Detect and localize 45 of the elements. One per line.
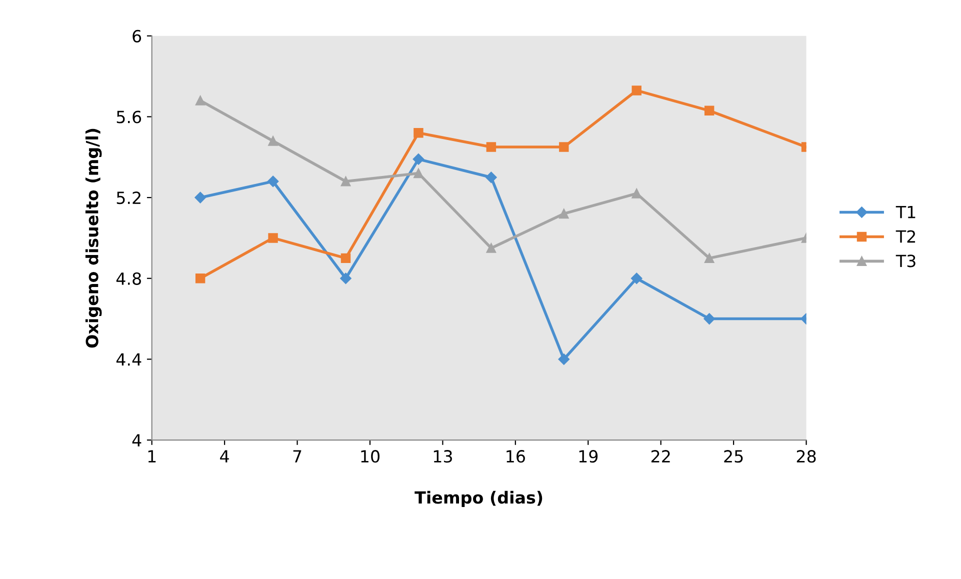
- x-tick-label: 22: [651, 450, 670, 462]
- point: [704, 313, 715, 324]
- legend-label: T1: [896, 206, 916, 218]
- y-tick-label: 5.2: [116, 192, 140, 204]
- point: [340, 253, 351, 264]
- legend-label: T2: [896, 230, 916, 243]
- point: [632, 86, 642, 96]
- y-axis-title: Oxigeno disuelto (mg/l): [85, 128, 102, 348]
- x-tick-label: 7: [293, 450, 302, 462]
- x-tick-label: 28: [796, 450, 816, 463]
- point: [559, 208, 569, 219]
- point: [486, 243, 496, 253]
- point: [340, 176, 351, 186]
- point: [704, 106, 714, 116]
- point: [631, 272, 642, 284]
- point: [267, 176, 279, 187]
- x-tick-label: 13: [434, 450, 452, 463]
- point: [340, 272, 352, 284]
- point: [414, 168, 424, 178]
- y-tick-label: 4.4: [116, 353, 142, 366]
- x-tick-label: 10: [361, 450, 380, 463]
- point: [486, 142, 496, 152]
- x-tick-label: 25: [724, 450, 743, 463]
- point: [412, 154, 424, 165]
- legend-label: T3: [896, 254, 916, 268]
- point: [268, 136, 278, 146]
- point: [194, 192, 206, 204]
- point: [558, 354, 570, 365]
- x-tick-label: 4: [220, 450, 229, 462]
- y-tick-label: 4: [132, 434, 142, 446]
- x-tick-label: 16: [506, 450, 525, 463]
- y-tick-label: 4.8: [116, 272, 141, 285]
- point: [559, 142, 569, 152]
- x-axis-title: Tiempo (dias): [414, 490, 542, 508]
- y-tick-label: 6: [132, 30, 142, 42]
- point: [632, 188, 642, 198]
- point: [414, 128, 424, 138]
- point: [268, 233, 278, 243]
- point: [195, 96, 206, 106]
- point: [195, 274, 206, 284]
- point: [486, 172, 497, 183]
- point: [704, 253, 714, 264]
- x-tick-label: 19: [579, 450, 598, 463]
- x-tick-label: 1: [148, 450, 156, 462]
- y-tick-label: 5.6: [116, 110, 142, 124]
